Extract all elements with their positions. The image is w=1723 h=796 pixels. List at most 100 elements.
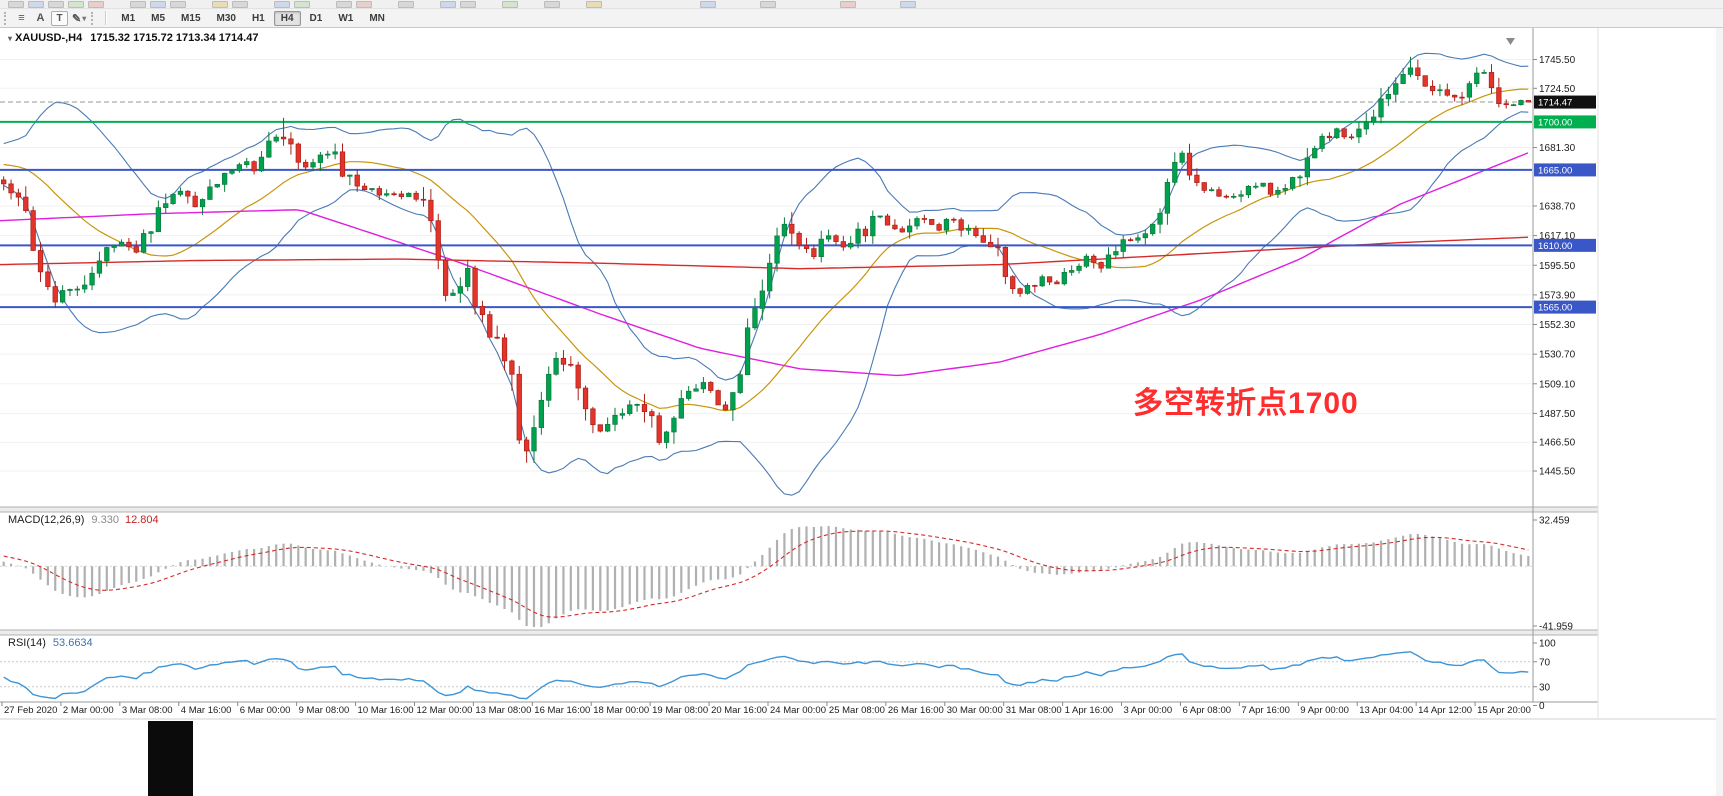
candle-body bbox=[1371, 116, 1377, 123]
candle-body bbox=[1267, 182, 1274, 195]
candle-body bbox=[273, 136, 279, 142]
chart-menu-icon[interactable]: ▾ bbox=[8, 34, 13, 43]
candle-body bbox=[929, 219, 935, 225]
time-axis-label: 13 Mar 08:00 bbox=[475, 705, 531, 716]
candle-body bbox=[339, 151, 346, 177]
candle-body bbox=[1378, 98, 1384, 118]
candle-body bbox=[612, 414, 618, 425]
price-badge-text: 1565.00 bbox=[1538, 303, 1572, 314]
price-axis-label: 1509.10 bbox=[1539, 379, 1576, 390]
toolbar-icon-fragment[interactable] bbox=[130, 1, 146, 8]
candle-body bbox=[774, 235, 780, 264]
candle-body bbox=[325, 153, 331, 156]
candle-body bbox=[74, 288, 80, 291]
toolbar-icon-fragment[interactable] bbox=[150, 1, 166, 8]
candle-body bbox=[1091, 255, 1097, 263]
toolbar-icon-fragment[interactable] bbox=[760, 1, 776, 8]
candle-body bbox=[553, 357, 559, 375]
candle-body bbox=[89, 272, 95, 286]
candle-body bbox=[988, 242, 994, 248]
time-axis-label: 3 Apr 00:00 bbox=[1124, 705, 1173, 716]
candle-body bbox=[126, 241, 132, 248]
candle-body bbox=[516, 373, 522, 441]
toolbar-icon-fragment[interactable] bbox=[336, 1, 352, 8]
candle-body bbox=[730, 392, 736, 411]
timeframe-button-m1[interactable]: M1 bbox=[121, 12, 136, 24]
timeframe-button-m5[interactable]: M5 bbox=[151, 12, 166, 24]
candle-body bbox=[450, 292, 456, 296]
text-label-tool[interactable]: T bbox=[51, 10, 68, 26]
candle-body bbox=[1437, 89, 1443, 92]
timeframe-button-m15[interactable]: M15 bbox=[181, 12, 201, 24]
candle-body bbox=[781, 223, 788, 237]
toolbar-icon-fragment[interactable] bbox=[274, 1, 290, 8]
price-axis-label: 1681.30 bbox=[1539, 143, 1576, 154]
candle-body bbox=[1105, 254, 1112, 269]
toolbar-icon-fragment[interactable] bbox=[88, 1, 104, 8]
toolbar-icon-fragment[interactable] bbox=[544, 1, 560, 8]
toolbar-icon-fragment[interactable] bbox=[586, 1, 602, 8]
time-axis-label: 3 Mar 08:00 bbox=[122, 705, 173, 716]
candle-body bbox=[1429, 85, 1436, 92]
bollinger-upper-band bbox=[3, 52, 1529, 381]
toolbar-icon-fragment[interactable] bbox=[398, 1, 414, 8]
timeframe-button-m30[interactable]: M30 bbox=[216, 12, 236, 24]
candle-body bbox=[487, 314, 493, 338]
toolbar-icon-fragment[interactable] bbox=[28, 1, 44, 8]
rsi-axis-label: 30 bbox=[1539, 682, 1551, 693]
draw-shapes-tool[interactable]: ✎ ▾ bbox=[72, 12, 87, 25]
candle-body bbox=[605, 424, 611, 432]
panel-separator[interactable] bbox=[0, 630, 1598, 635]
toolbar-drag-handle[interactable] bbox=[91, 11, 95, 25]
time-axis-label: 20 Mar 16:00 bbox=[711, 705, 767, 716]
price-badge-1714.47 bbox=[1534, 95, 1596, 109]
candle-body bbox=[531, 427, 537, 452]
toolbar-row-timeframes: ≡ A T ✎ ▾ M1 M5 M15 M30 H1 H4 D1 W1 MN bbox=[0, 9, 1723, 28]
candle-body bbox=[1503, 103, 1509, 106]
time-axis-label: 9 Mar 08:00 bbox=[299, 705, 350, 716]
toolbar-icon-fragment[interactable] bbox=[212, 1, 228, 8]
charts-grid-tool[interactable]: ≡ bbox=[18, 12, 25, 24]
macd-histogram bbox=[2, 526, 1530, 627]
chart-shift-icon[interactable] bbox=[1506, 38, 1515, 45]
toolbar-icon-fragment[interactable] bbox=[460, 1, 476, 8]
toolbar-icon-fragment[interactable] bbox=[294, 1, 310, 8]
toolbar-icon-fragment[interactable] bbox=[840, 1, 856, 8]
timeframe-button-h1[interactable]: H1 bbox=[251, 12, 265, 24]
timeframe-button-d1[interactable]: D1 bbox=[309, 12, 323, 24]
taskbar-item[interactable] bbox=[148, 721, 193, 796]
candle-body bbox=[1260, 182, 1266, 187]
candle-body bbox=[1444, 89, 1450, 96]
toolbar-icon-fragment[interactable] bbox=[700, 1, 716, 8]
toolbar-icon-fragment[interactable] bbox=[8, 1, 24, 8]
price-axis-label: 1530.70 bbox=[1539, 350, 1576, 361]
text-annotation-tool[interactable]: A bbox=[36, 12, 45, 24]
toolbar-icon-fragment[interactable] bbox=[440, 1, 456, 8]
toolbar-drag-handle[interactable] bbox=[4, 11, 8, 25]
panel-separator[interactable] bbox=[0, 507, 1598, 512]
scrollbar-strip[interactable] bbox=[1716, 28, 1723, 796]
toolbar-icon-fragment[interactable] bbox=[68, 1, 84, 8]
toolbar-icon-fragment[interactable] bbox=[356, 1, 372, 8]
price-badge-text: 1700.00 bbox=[1538, 117, 1572, 128]
toolbar-icon-fragment[interactable] bbox=[170, 1, 186, 8]
price-axis-label: 1595.50 bbox=[1539, 261, 1576, 272]
candle-body bbox=[15, 192, 22, 198]
candle-body bbox=[185, 190, 191, 197]
candle-body bbox=[722, 404, 729, 411]
timeframe-button-h4[interactable]: H4 bbox=[273, 10, 301, 26]
candle-body bbox=[546, 373, 552, 401]
price-axis[interactable] bbox=[1534, 28, 1596, 702]
candle-body bbox=[413, 192, 419, 200]
toolbar-icon-fragment[interactable] bbox=[502, 1, 518, 8]
timeframe-button-mn[interactable]: MN bbox=[369, 12, 385, 24]
rsi-axis-label: 0 bbox=[1539, 701, 1545, 712]
timeframe-button-w1[interactable]: W1 bbox=[338, 12, 354, 24]
toolbar-icon-fragment[interactable] bbox=[232, 1, 248, 8]
toolbar-icon-fragment[interactable] bbox=[48, 1, 64, 8]
candle-body bbox=[523, 439, 530, 452]
candle-body bbox=[148, 231, 154, 234]
toolbar-icon-fragment[interactable] bbox=[900, 1, 916, 8]
macd-axis-label: 32.459 bbox=[1539, 516, 1570, 527]
